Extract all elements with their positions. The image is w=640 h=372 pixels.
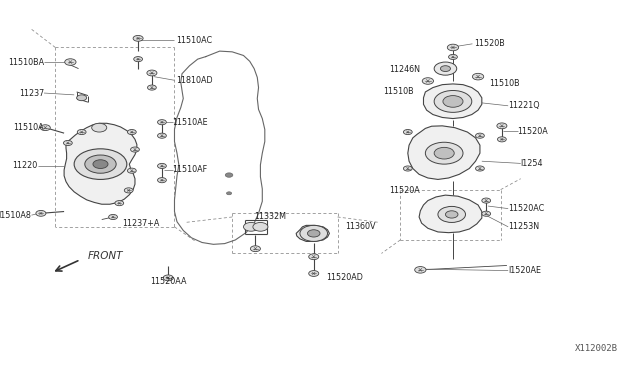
Circle shape [40,125,51,131]
Circle shape [109,214,117,219]
Text: 11810AD: 11810AD [176,76,212,85]
Circle shape [84,155,116,173]
Circle shape [447,44,459,51]
Text: 11510AC: 11510AC [176,36,212,45]
Circle shape [426,142,463,164]
Circle shape [482,198,491,203]
Circle shape [157,163,166,169]
Text: FRONT: FRONT [88,251,124,261]
Polygon shape [64,123,137,204]
Circle shape [434,147,454,159]
Circle shape [497,137,506,142]
Text: 11510BA: 11510BA [8,58,44,67]
Polygon shape [408,126,480,179]
Circle shape [227,192,232,195]
Circle shape [36,211,46,216]
Text: 11520B: 11520B [474,39,504,48]
Circle shape [65,59,76,65]
Text: 11520A: 11520A [390,186,420,195]
Circle shape [403,166,412,171]
Circle shape [124,188,133,193]
Circle shape [157,120,166,125]
Text: 11246N: 11246N [389,65,420,74]
Circle shape [147,70,157,76]
Text: 11520AC: 11520AC [508,204,545,213]
Text: 11510B: 11510B [383,87,414,96]
Circle shape [133,35,143,41]
Circle shape [253,222,268,231]
Text: 11237+A: 11237+A [122,219,160,228]
Text: 11510AF: 11510AF [173,165,208,174]
Text: l1510A8: l1510A8 [0,211,31,219]
Circle shape [434,90,472,112]
Circle shape [77,129,86,135]
Circle shape [148,85,156,90]
Text: 11360V: 11360V [345,222,376,231]
Text: 11520A: 11520A [518,127,548,136]
Text: 11520AD: 11520AD [326,273,363,282]
Circle shape [434,62,457,75]
Circle shape [443,96,463,107]
Circle shape [476,166,484,171]
Text: 11520AA: 11520AA [150,277,187,286]
Text: 11510B: 11510B [490,80,520,89]
Circle shape [476,133,484,138]
Circle shape [225,173,233,177]
Circle shape [92,123,107,132]
Text: 11510A: 11510A [13,123,44,132]
Text: l1520AE: l1520AE [508,266,541,275]
Polygon shape [296,225,330,241]
Circle shape [440,66,451,71]
Circle shape [472,73,484,80]
Circle shape [250,246,260,251]
Circle shape [131,147,140,152]
Circle shape [445,211,458,218]
Text: 11253N: 11253N [508,222,540,231]
Circle shape [127,129,136,135]
Circle shape [497,123,507,129]
Text: 11332M: 11332M [254,212,286,221]
Circle shape [63,141,72,145]
Circle shape [307,230,320,237]
Circle shape [243,222,259,231]
Circle shape [163,275,173,281]
Circle shape [157,177,166,183]
Circle shape [403,129,412,135]
Circle shape [157,133,166,138]
Text: l1254: l1254 [521,159,543,168]
Text: 11237: 11237 [19,89,44,97]
Circle shape [308,270,319,276]
Circle shape [438,206,465,222]
Circle shape [93,160,108,169]
Circle shape [308,254,319,260]
Circle shape [415,267,426,273]
Circle shape [449,54,458,60]
Circle shape [300,225,328,241]
Polygon shape [419,195,482,232]
Text: 11220: 11220 [13,161,38,170]
Circle shape [422,78,433,84]
Circle shape [74,149,127,179]
Circle shape [134,57,143,62]
Text: X112002B: X112002B [575,344,618,353]
Circle shape [127,168,136,173]
Circle shape [77,95,86,101]
Polygon shape [424,84,482,119]
Circle shape [115,201,124,206]
Circle shape [482,211,491,216]
Text: 11221Q: 11221Q [508,101,540,110]
Text: 11510AE: 11510AE [173,118,208,127]
